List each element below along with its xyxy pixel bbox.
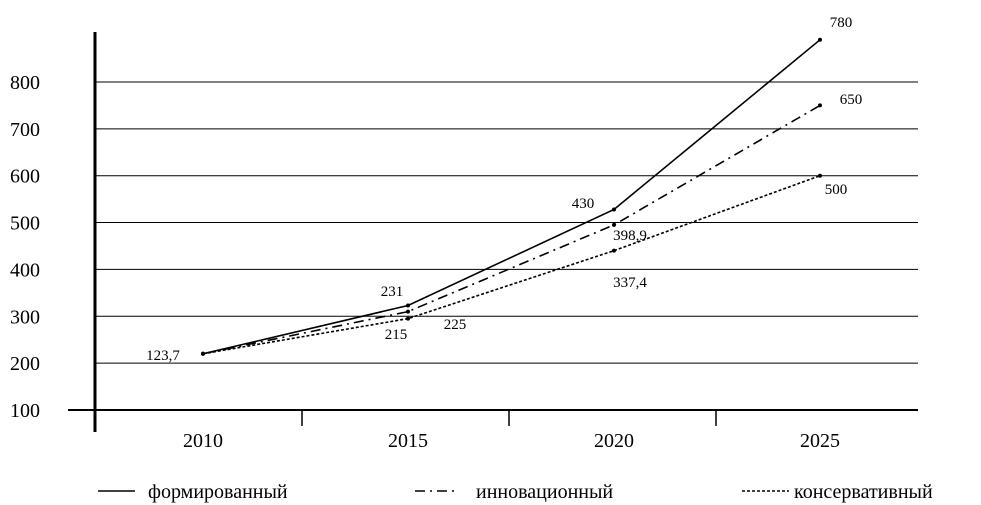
series-1-point-2025: [818, 37, 822, 42]
x-axis-tick-labels: 2010 2015 2020 2025: [183, 430, 840, 452]
y-axis-tick-labels: 100 200 300 400 500 600 700 800: [10, 72, 40, 422]
data-label-series-3-2020: 337,4: [613, 275, 647, 291]
series-2-point-2020: [612, 222, 616, 227]
y-tick-label-800: 800: [10, 72, 40, 94]
series-3-point-2020: [612, 248, 616, 253]
data-label-series-1-2020: 430: [572, 196, 595, 212]
data-label-series-2-2025: 650: [840, 92, 863, 108]
y-tick-label-400: 400: [10, 259, 40, 281]
y-tick-label-700: 700: [10, 119, 40, 141]
series-line-3: [202, 174, 821, 355]
series-3-point-2010: [201, 351, 205, 356]
series-3-point-2015: [406, 316, 410, 321]
data-label-series-2-2015: 225: [444, 317, 467, 333]
series-lines: [202, 39, 821, 355]
data-label-series-3-2015: 215: [385, 327, 408, 343]
x-tick-label-2010: 2010: [183, 430, 223, 452]
series-line-2: [202, 104, 821, 355]
data-label-series-1-2010: 123,7: [146, 348, 180, 364]
y-tick-label-300: 300: [10, 306, 40, 328]
series-3-point-2025: [818, 173, 822, 178]
legend-label-2: инновационный: [476, 481, 613, 503]
y-tick-label-600: 600: [10, 166, 40, 188]
series-2-point-2015: [406, 309, 410, 314]
x-tick-label-2015: 2015: [388, 430, 428, 452]
legend: формированный инновационный консервативный: [98, 481, 933, 503]
data-label-series-2-2020: 398,9: [613, 228, 647, 244]
y-tick-label-200: 200: [10, 353, 40, 375]
axes: [68, 32, 918, 432]
y-tick-label-100: 100: [10, 400, 40, 422]
series-points: [201, 37, 822, 356]
x-tick-label-2025: 2025: [800, 430, 840, 452]
legend-label-3: консервативный: [794, 481, 933, 503]
series-2-point-2025: [818, 103, 822, 108]
data-label-series-3-2025: 500: [825, 182, 848, 198]
x-tick-label-2020: 2020: [594, 430, 634, 452]
legend-label-1: формированный: [148, 481, 288, 503]
data-label-series-1-2025: 780: [830, 15, 853, 31]
series-line-1: [202, 39, 821, 355]
series-1-point-2015: [406, 303, 410, 308]
gridlines: [95, 81, 918, 364]
data-label-series-1-2015: 231: [381, 284, 404, 300]
series-1-point-2020: [612, 207, 616, 212]
data-labels: 123,7 231 430 780 225 398,9 650 215 337,4 500: [146, 15, 862, 364]
y-tick-label-500: 500: [10, 213, 40, 235]
